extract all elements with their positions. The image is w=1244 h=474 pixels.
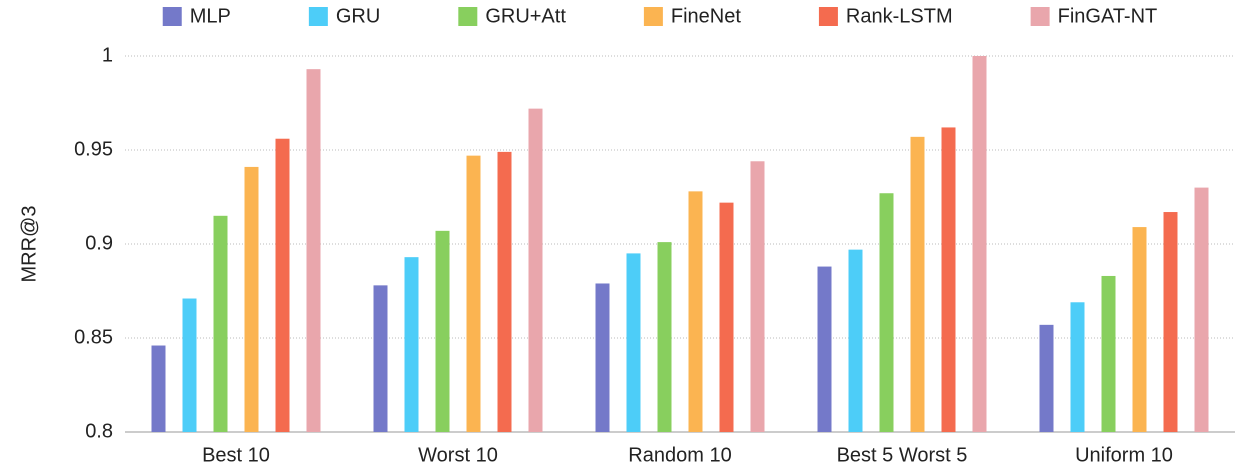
bar (373, 285, 388, 432)
legend-label: Rank-LSTM (846, 5, 953, 27)
bar (879, 193, 894, 432)
bar (1163, 212, 1178, 432)
legend-label: FineNet (671, 5, 741, 27)
x-tick-label: Uniform 10 (1075, 444, 1173, 466)
legend-swatch (162, 7, 182, 26)
bar (404, 257, 419, 432)
x-tick-label: Best 5 Worst 5 (837, 444, 968, 466)
x-tick-label: Random 10 (628, 444, 731, 466)
bar (719, 202, 734, 432)
y-tick-label: 0.95 (74, 138, 113, 160)
x-tick-label: Best 10 (202, 444, 270, 466)
bar (817, 266, 832, 432)
bar (688, 191, 703, 432)
bar (435, 230, 450, 432)
x-tick-label: Worst 10 (418, 444, 498, 466)
bar (941, 127, 956, 432)
legend-swatch (308, 7, 328, 26)
bar (1039, 324, 1054, 432)
bar (1101, 275, 1116, 432)
legend-label: GRU (336, 5, 380, 27)
legend-swatch (1030, 7, 1050, 26)
bar (275, 138, 290, 432)
bar (657, 242, 672, 432)
bar (466, 155, 481, 432)
bar (1132, 227, 1147, 432)
legend-swatch (818, 7, 838, 26)
y-tick-label: 0.8 (85, 420, 113, 442)
bar (306, 69, 321, 432)
legend-label: GRU+Att (485, 5, 566, 27)
bar (626, 253, 641, 432)
y-tick-label: 1 (102, 44, 113, 66)
bar (1194, 187, 1209, 432)
bar (213, 215, 228, 432)
bar (848, 249, 863, 432)
legend-label: FinGAT-NT (1058, 5, 1158, 27)
y-tick-label: 0.85 (74, 326, 113, 348)
legend-swatch (643, 7, 663, 26)
bar (497, 151, 512, 432)
bar (910, 136, 925, 432)
bar (151, 345, 166, 432)
y-axis-label: MRR@3 (18, 206, 40, 283)
bar (528, 108, 543, 432)
bar (182, 298, 197, 432)
legend-swatch (458, 7, 478, 26)
bar (750, 161, 765, 432)
bar (595, 283, 610, 432)
y-tick-label: 0.9 (85, 232, 113, 254)
bar (1070, 302, 1085, 432)
bar (972, 56, 987, 432)
bar (244, 166, 259, 433)
legend-label: MLP (190, 5, 231, 27)
